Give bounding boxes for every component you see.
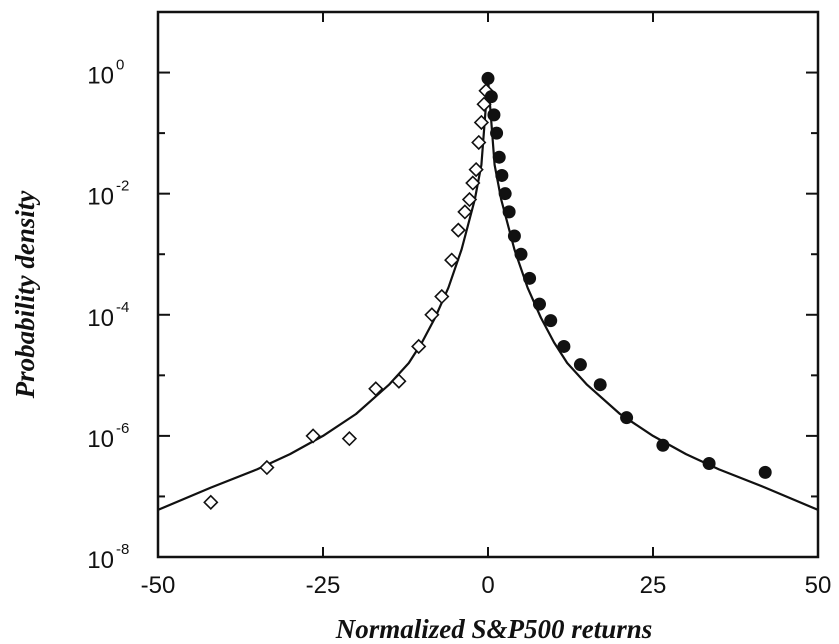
data-point-diamond: [391, 373, 407, 389]
data-point-diamond: [305, 428, 321, 444]
data-point-diamond: [424, 307, 440, 323]
data-point-circle: [481, 71, 495, 85]
data-point-diamond: [468, 161, 484, 178]
data-point-circle: [507, 229, 521, 243]
y-tick-exponent: 0: [116, 57, 124, 74]
data-point-circle: [523, 271, 537, 285]
x-tick-label: 0: [481, 572, 494, 599]
fit-curve-group: [157, 77, 819, 511]
x-tick-labels: -50 -25 0 25 50: [141, 572, 832, 599]
data-point-circle: [702, 456, 716, 470]
x-tick-label: -50: [141, 572, 176, 599]
data-point-diamond: [341, 431, 358, 447]
data-point-circle: [514, 247, 528, 261]
data-point-circle: [620, 411, 634, 425]
x-tick-label: 50: [805, 572, 832, 599]
data-point-diamond: [259, 459, 275, 476]
data-point-circle: [484, 90, 498, 104]
data-point-circle: [656, 438, 670, 452]
data-point-circle: [502, 205, 516, 219]
y-tick-exponent: -4: [116, 299, 129, 316]
data-point-circle: [573, 358, 587, 372]
y-tick-label: 10: [87, 305, 114, 332]
x-axis-title: Normalized S&P500 returns: [335, 614, 653, 644]
data-point-circle: [758, 465, 772, 479]
data-point-circle: [490, 126, 504, 140]
data-points-group: [203, 71, 772, 510]
data-point-circle: [487, 108, 501, 122]
y-tick-label: 10: [87, 426, 114, 453]
x-tick-label: -25: [306, 572, 341, 599]
data-point-diamond: [473, 114, 490, 131]
fit-curve: [157, 77, 819, 511]
y-tick-label: 10: [87, 184, 114, 211]
data-point-circle: [492, 150, 506, 164]
data-point-circle: [532, 297, 546, 311]
data-point-diamond: [444, 252, 460, 268]
data-point-diamond: [368, 381, 384, 397]
data-point-diamond: [461, 191, 478, 208]
y-axis-title: Probability density: [10, 190, 40, 400]
data-point-circle: [498, 187, 512, 201]
data-point-diamond: [465, 175, 481, 191]
data-point-diamond: [457, 204, 473, 220]
data-point-circle: [544, 314, 558, 328]
data-point-diamond: [203, 494, 219, 510]
data-point-diamond: [411, 338, 427, 355]
x-tick-label: 25: [640, 572, 667, 599]
y-tick-exponent: -6: [116, 420, 129, 437]
y-tick-exponent: -8: [116, 541, 129, 558]
data-point-diamond: [434, 288, 450, 305]
y-tick-label: 10: [87, 63, 114, 90]
data-point-diamond: [450, 222, 466, 238]
y-tick-exponent: -2: [116, 178, 129, 195]
data-point-circle: [557, 339, 571, 353]
plot-frame: [156, 10, 820, 559]
data-point-circle: [495, 168, 509, 182]
data-point-circle: [593, 378, 607, 392]
y-tick-label: 10: [87, 547, 114, 574]
data-point-diamond: [471, 134, 487, 151]
